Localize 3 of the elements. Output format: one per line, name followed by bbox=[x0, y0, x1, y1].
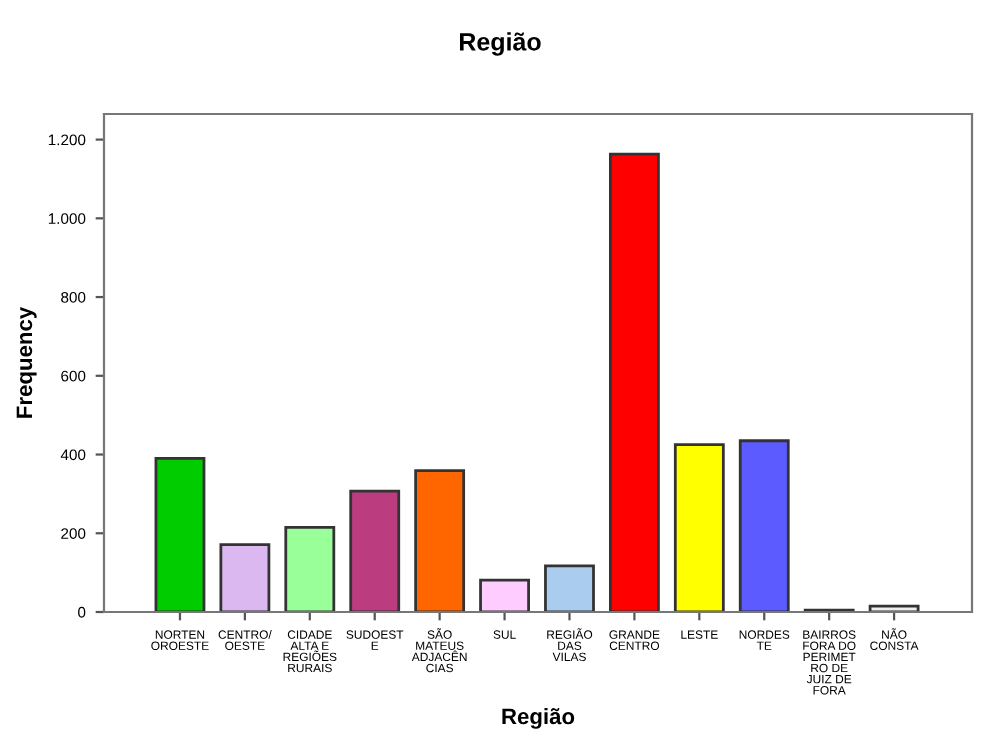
y-axis-title: Frequency bbox=[16, 306, 37, 418]
chart-title: Região bbox=[460, 32, 541, 56]
x-axis-title: Região bbox=[502, 707, 575, 729]
